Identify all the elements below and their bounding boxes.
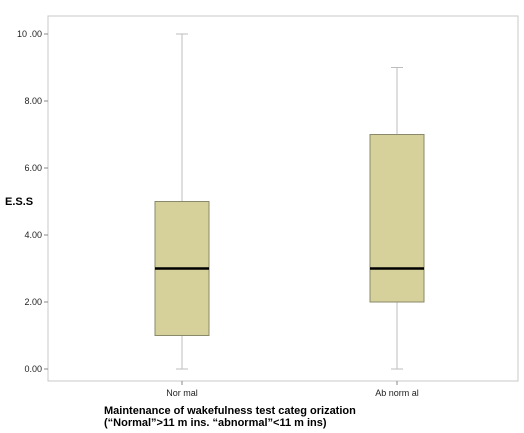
y-tick-label: 8.00 [24, 96, 42, 106]
plot-frame [47, 15, 519, 382]
y-tick-label: 2.00 [24, 297, 42, 307]
x-tick-label: Ab norm al [375, 388, 419, 398]
y-tick-label: 4.00 [24, 230, 42, 240]
x-axis: Nor mal Ab norm al [166, 381, 419, 398]
y-axis: 0.00 2.00 4.00 6.00 8.00 10 .00 [17, 29, 48, 374]
x-axis-label: Maintenance of wakefulness test categ or… [104, 405, 484, 429]
x-axis-label-line-2: (“Normal”>11 m ins. “abnormal”<11 m ins) [104, 417, 327, 429]
x-axis-label-line-1: Maintenance of wakefulness test categ or… [104, 405, 356, 417]
y-tick-label: 10 .00 [17, 29, 42, 39]
y-tick-label: 0.00 [24, 364, 42, 374]
iqr-box [369, 134, 425, 303]
boxes [154, 33, 425, 370]
y-axis-label: E.S.S [5, 196, 33, 208]
x-tick-label: Nor mal [166, 388, 198, 398]
box-2 [369, 67, 425, 370]
box-1 [154, 33, 210, 370]
y-tick-label: 6.00 [24, 163, 42, 173]
